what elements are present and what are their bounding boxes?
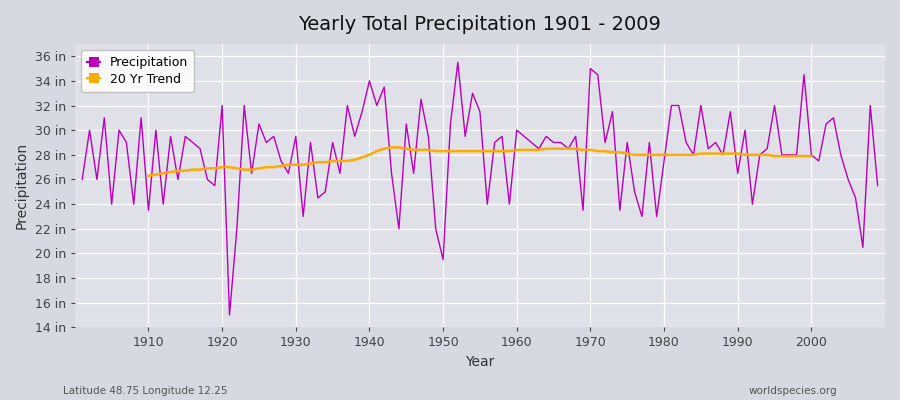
Y-axis label: Precipitation: Precipitation — [15, 142, 29, 229]
Legend: Precipitation, 20 Yr Trend: Precipitation, 20 Yr Trend — [81, 50, 194, 92]
Text: worldspecies.org: worldspecies.org — [749, 386, 837, 396]
Text: Latitude 48.75 Longitude 12.25: Latitude 48.75 Longitude 12.25 — [63, 386, 228, 396]
Title: Yearly Total Precipitation 1901 - 2009: Yearly Total Precipitation 1901 - 2009 — [299, 15, 662, 34]
X-axis label: Year: Year — [465, 355, 495, 369]
